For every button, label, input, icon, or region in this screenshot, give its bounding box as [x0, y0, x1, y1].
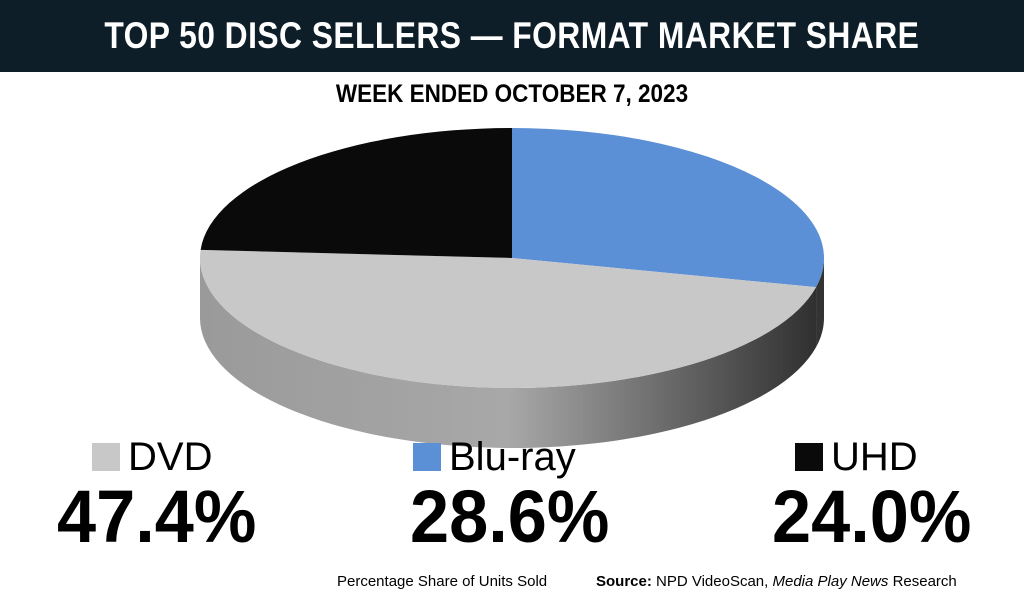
source-text: NPD VideoScan,	[656, 573, 769, 590]
legend-dvd: DVD	[92, 437, 212, 477]
source-publication: Media Play News	[772, 573, 889, 590]
pie-side-bluray	[816, 258, 825, 348]
source-label: Source:	[596, 573, 652, 590]
legend-swatch-bluray	[413, 443, 441, 471]
legend-uhd: UHD	[795, 437, 918, 477]
footer-source: Source: NPD VideoScan, Media Play News R…	[596, 573, 957, 590]
pie-slice-uhd	[200, 127, 512, 258]
pie-slice-dvd	[200, 249, 817, 388]
chart-title: TOP 50 DISC SELLERS — FORMAT MARKET SHAR…	[104, 15, 920, 56]
data-label-uhd: 24.0%	[772, 475, 972, 558]
source-tail: Research	[892, 573, 957, 590]
legend-swatch-uhd	[795, 443, 823, 471]
chart-subtitle: WEEK ENDED OCTOBER 7, 2023	[335, 80, 689, 108]
legend-label-bluray: Blu-ray	[449, 435, 576, 479]
legend-label-dvd: DVD	[128, 435, 213, 479]
pie-side-dvd	[199, 258, 817, 448]
footer-note: Percentage Share of Units Sold	[337, 573, 548, 590]
legend-bluray: Blu-ray	[413, 437, 576, 477]
pie-group	[199, 127, 825, 448]
data-label-bluray: 28.6%	[410, 475, 610, 558]
legend-swatch-dvd	[92, 443, 120, 471]
title-bar: TOP 50 DISC SELLERS — FORMAT MARKET SHAR…	[0, 0, 1024, 72]
legend-label-uhd: UHD	[831, 435, 918, 479]
pie-slice-bluray	[512, 128, 825, 288]
data-label-dvd: 47.4%	[57, 475, 257, 558]
